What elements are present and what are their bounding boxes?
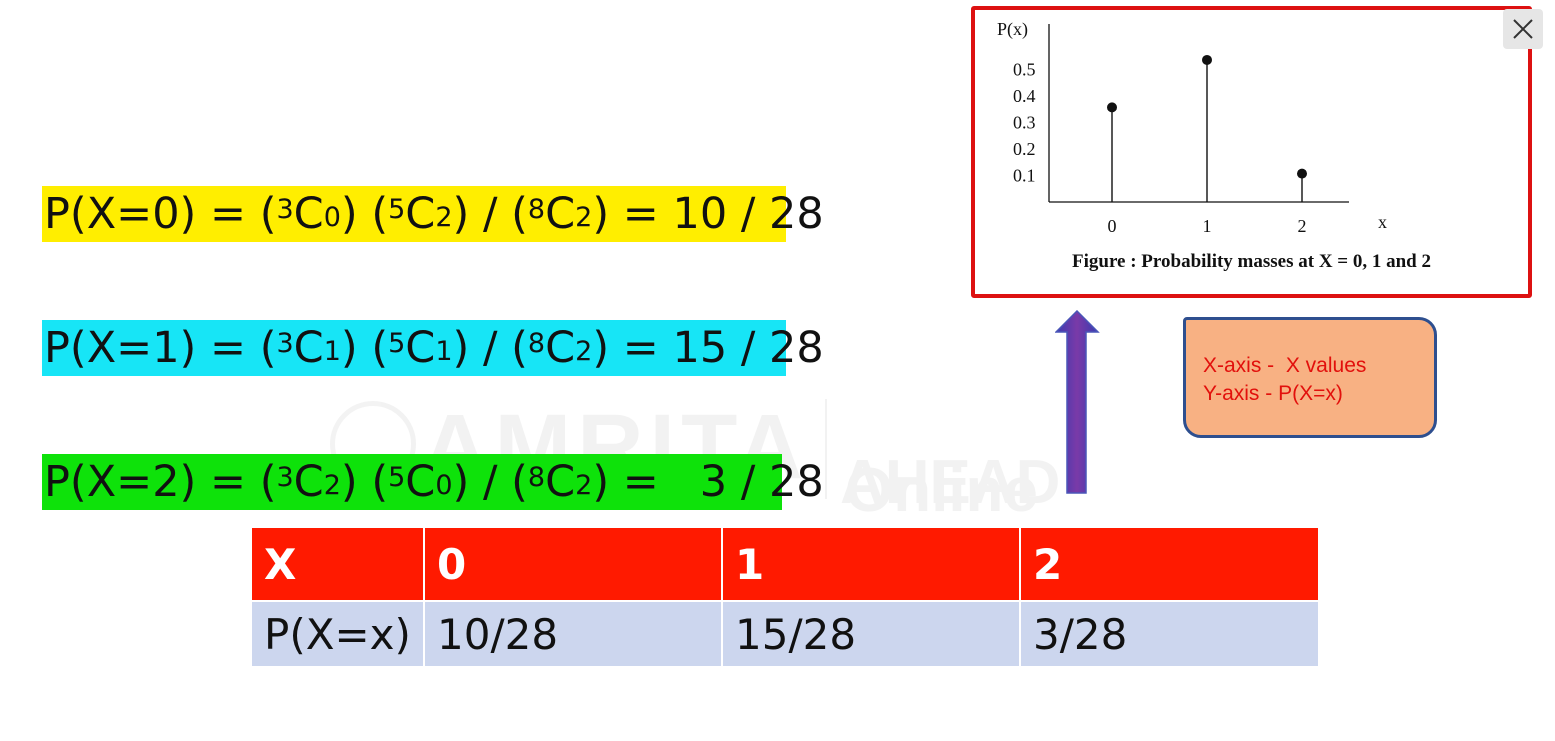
eq-result: ) = 10 / 28 (592, 189, 824, 239)
eq-mid: ) / ( (452, 323, 528, 373)
watermark-product-line2: Online (845, 456, 1038, 525)
eq-result: ) = 15 / 28 (592, 323, 824, 373)
table-cell: P(X=x) (250, 600, 425, 668)
close-icon (1513, 19, 1533, 39)
table-cell: 10/28 (423, 600, 723, 668)
watermark-divider (825, 399, 827, 499)
table-header-row: X 0 1 2 (250, 526, 1320, 602)
eq-lhs: P(X=0) = ( (44, 189, 277, 239)
figure-panel: P(x) x 0.1 0.2 0.3 0.4 0.5 0 1 2 Figure : Probabi… (971, 6, 1532, 298)
table-header-cell: 2 (1019, 526, 1320, 602)
watermark-product: AHEAD (840, 447, 1060, 518)
eq-mid: ) ( (340, 189, 389, 239)
axis-legend-box: X-axis - X values Y-axis - P(X=x) (1183, 317, 1437, 438)
figure-caption: Figure : Probability masses at X = 0, 1 … (1072, 251, 1431, 272)
stem-point (1297, 168, 1307, 179)
x-tick-label: 2 (1298, 216, 1307, 236)
stem-point (1202, 54, 1212, 65)
eq-mid: ) ( (340, 457, 389, 507)
legend-line-x: X-axis - X values (1203, 354, 1367, 377)
table-header-cell: 1 (721, 526, 1021, 602)
eq-c: C (405, 323, 436, 373)
stem-point (1107, 102, 1117, 113)
table-row: P(X=x) 10/28 15/28 3/28 (250, 600, 1320, 668)
pmf-table: X 0 1 2 P(X=x) 10/28 15/28 3/28 (250, 526, 1320, 668)
legend-line-y: Y-axis - P(X=x) (1203, 382, 1343, 405)
eq-c: C (293, 323, 324, 373)
x-tick-label: 0 (1108, 216, 1117, 236)
eq-lhs: P(X=1) = ( (44, 323, 277, 373)
table-header-cell: X (250, 526, 425, 602)
eq-mid: ) ( (340, 323, 389, 373)
eq-c: C (545, 457, 576, 507)
y-tick-label: 0.4 (1013, 86, 1036, 106)
y-tick-label: 0.5 (1013, 60, 1036, 80)
y-axis-label: P(x) (997, 19, 1028, 40)
x-tick-label: 1 (1203, 216, 1212, 236)
watermark-product-line1: AHEAD (840, 448, 1061, 517)
eq-c: C (545, 323, 576, 373)
equation-x2: P(X=2) = (3 C 2) (5 C 0) / (8 C 2) = 3 / 28 (42, 454, 824, 510)
close-button[interactable] (1503, 9, 1543, 49)
eq-c: C (293, 457, 324, 507)
table-cell: 15/28 (721, 600, 1021, 668)
table-header-cell: 0 (423, 526, 723, 602)
eq-c: C (405, 457, 436, 507)
up-arrow-icon (1054, 309, 1100, 495)
y-tick-label: 0.1 (1013, 166, 1036, 186)
watermark-product-line2-wrap: Online (845, 455, 1038, 526)
y-tick-label: 0.2 (1013, 139, 1036, 159)
equation-x1: P(X=1) = (3 C 1) (5 C 1) / (8 C 2) = 15 / 28 (42, 320, 824, 376)
eq-result: ) = 3 / 28 (592, 457, 824, 507)
eq-c: C (405, 189, 436, 239)
eq-c: C (293, 189, 324, 239)
x-axis-label: x (1378, 212, 1387, 232)
y-tick-label: 0.3 (1013, 113, 1036, 133)
eq-mid: ) / ( (452, 189, 528, 239)
table-cell: 3/28 (1019, 600, 1320, 668)
pmf-chart: P(x) x 0.1 0.2 0.3 0.4 0.5 0 1 2 (997, 19, 1387, 236)
eq-c: C (545, 189, 576, 239)
eq-mid: ) / ( (452, 457, 528, 507)
eq-lhs: P(X=2) = ( (44, 457, 277, 507)
equation-x0: P(X=0) = (3 C 0) (5 C 2) / (8 C 2) = 10 / 28 (42, 186, 824, 242)
